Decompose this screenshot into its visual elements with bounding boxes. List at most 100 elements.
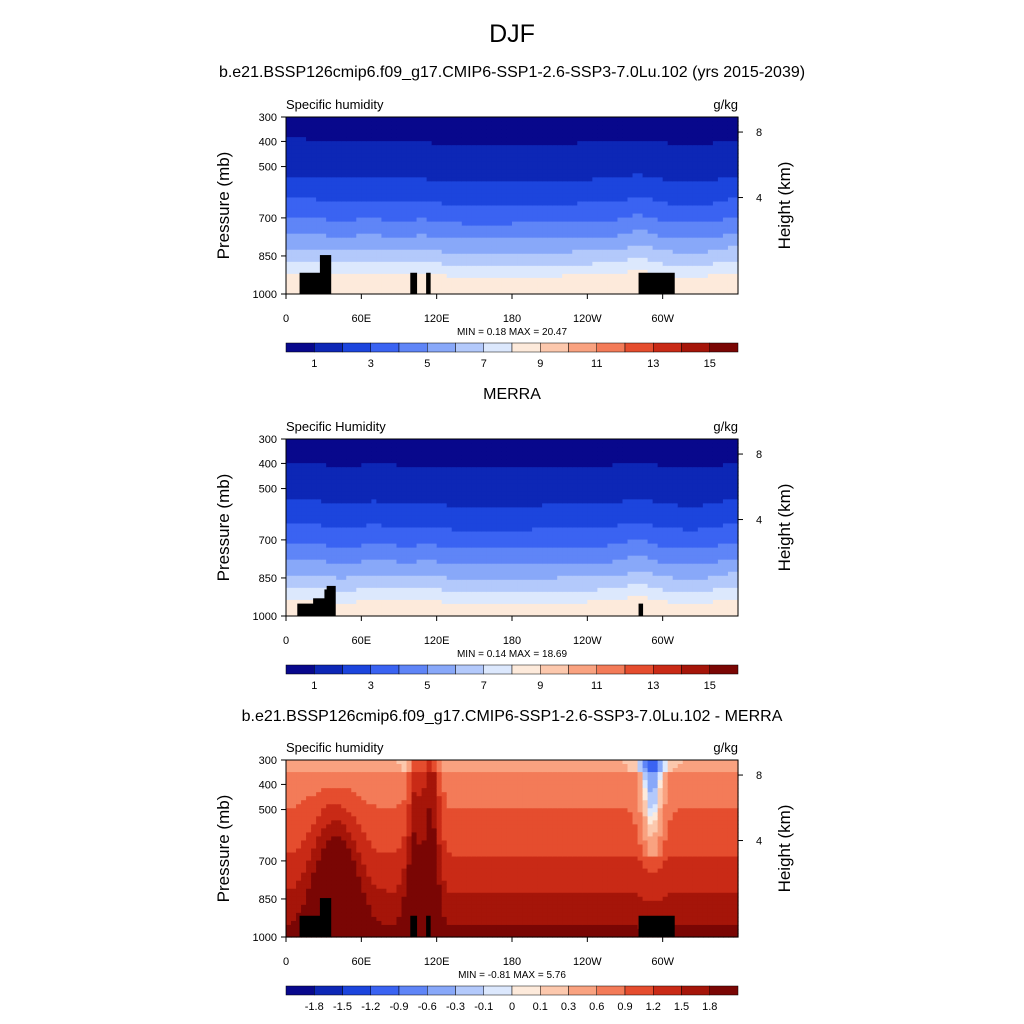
contour-cell: [527, 181, 533, 186]
contour-cell: [637, 133, 644, 138]
contour-cell: [316, 483, 322, 488]
contour-cell: [697, 141, 704, 146]
contour-cell: [336, 133, 342, 138]
contour-cell: [316, 209, 322, 215]
contour-cell: [426, 169, 433, 174]
contour-cell: [607, 129, 614, 134]
contour-cell: [722, 249, 729, 255]
contour-cell: [567, 157, 573, 162]
contour-cell: [296, 455, 302, 460]
contour-cell: [441, 129, 448, 134]
contour-cell: [291, 451, 297, 456]
contour-cell: [321, 439, 327, 444]
contour-cell: [306, 583, 312, 589]
contour-cell: [496, 201, 503, 207]
contour-cell: [356, 491, 362, 496]
contour-cell: [286, 579, 292, 585]
contour-cell: [346, 495, 352, 500]
contour-cell: [341, 189, 347, 195]
contour-cell: [346, 499, 352, 504]
contour-cell: [361, 451, 367, 456]
contour-cell: [421, 217, 428, 223]
contour-cell: [607, 213, 614, 219]
contour-cell: [692, 193, 699, 199]
contour-cell: [296, 539, 302, 545]
contour-cell: [602, 253, 609, 259]
contour-cell: [336, 503, 342, 508]
contour-cell: [647, 245, 654, 251]
contour-cell: [491, 265, 498, 271]
contour-cell: [702, 261, 709, 267]
contour-cell: [451, 173, 458, 178]
contour-cell: [672, 257, 679, 263]
contour-cell: [321, 145, 327, 150]
contour-cell: [657, 157, 664, 162]
contour-cell: [351, 157, 357, 162]
contour-cell: [391, 125, 398, 130]
contour-cell: [361, 269, 367, 275]
contour-cell: [361, 173, 367, 178]
contour-cell: [386, 595, 393, 601]
contour-cell: [366, 515, 372, 521]
x-tick-label: 60E: [352, 313, 372, 325]
contour-cell: [687, 149, 694, 154]
contour-cell: [366, 507, 372, 513]
contour-cell: [326, 511, 332, 517]
contour-cell: [316, 173, 322, 178]
contour-cell: [627, 169, 634, 174]
contour-cell: [632, 245, 639, 251]
contour-cell: [496, 185, 503, 191]
contour-cell: [597, 161, 603, 166]
contour-cell: [341, 209, 347, 215]
contour-cell: [311, 543, 317, 549]
contour-cell: [371, 487, 377, 492]
contour-cell: [642, 221, 649, 227]
contour-cell: [501, 285, 508, 291]
contour-cell: [542, 205, 548, 211]
contour-cell: [501, 185, 508, 191]
contour-cell: [306, 165, 312, 170]
contour-cell: [381, 173, 388, 178]
contour-cell: [381, 273, 388, 279]
contour-cell: [522, 181, 528, 186]
contour-cell: [341, 495, 347, 500]
contour-cell: [607, 197, 614, 203]
contour-cell: [431, 237, 438, 243]
contour-cell: [386, 575, 393, 581]
contour-cell: [296, 519, 302, 525]
contour-cell: [496, 177, 503, 182]
contour-cell: [456, 277, 463, 283]
contour-cell: [501, 213, 508, 219]
contour-cell: [371, 117, 377, 122]
contour-cell: [582, 245, 588, 251]
contour-cell: [396, 125, 403, 130]
contour-cell: [642, 185, 649, 191]
contour-cell: [697, 249, 704, 255]
contour-cell: [567, 289, 573, 295]
contour-cell: [677, 141, 684, 146]
contour-cell: [547, 221, 553, 227]
contour-cell: [712, 273, 719, 279]
contour-cell: [476, 289, 483, 295]
contour-cell: [341, 225, 347, 231]
contour-cell: [441, 165, 448, 170]
contour-cell: [496, 221, 503, 227]
contour-cell: [286, 447, 292, 452]
contour-cell: [657, 121, 664, 126]
contour-cell: [466, 213, 473, 219]
contour-cell: [371, 531, 377, 537]
contour-cell: [366, 567, 372, 573]
contour-cell: [572, 145, 578, 150]
contour-cell: [286, 217, 292, 223]
contour-cell: [461, 117, 468, 122]
contour-cell: [326, 499, 332, 504]
contour-cell: [496, 249, 503, 255]
contour-cell: [436, 157, 443, 162]
contour-cell: [346, 471, 352, 476]
contour-cell: [607, 149, 614, 154]
contour-cell: [577, 177, 583, 182]
contour-cell: [612, 277, 619, 283]
contour-cell: [391, 507, 398, 513]
contour-cell: [416, 177, 423, 182]
contour-cell: [371, 129, 377, 134]
